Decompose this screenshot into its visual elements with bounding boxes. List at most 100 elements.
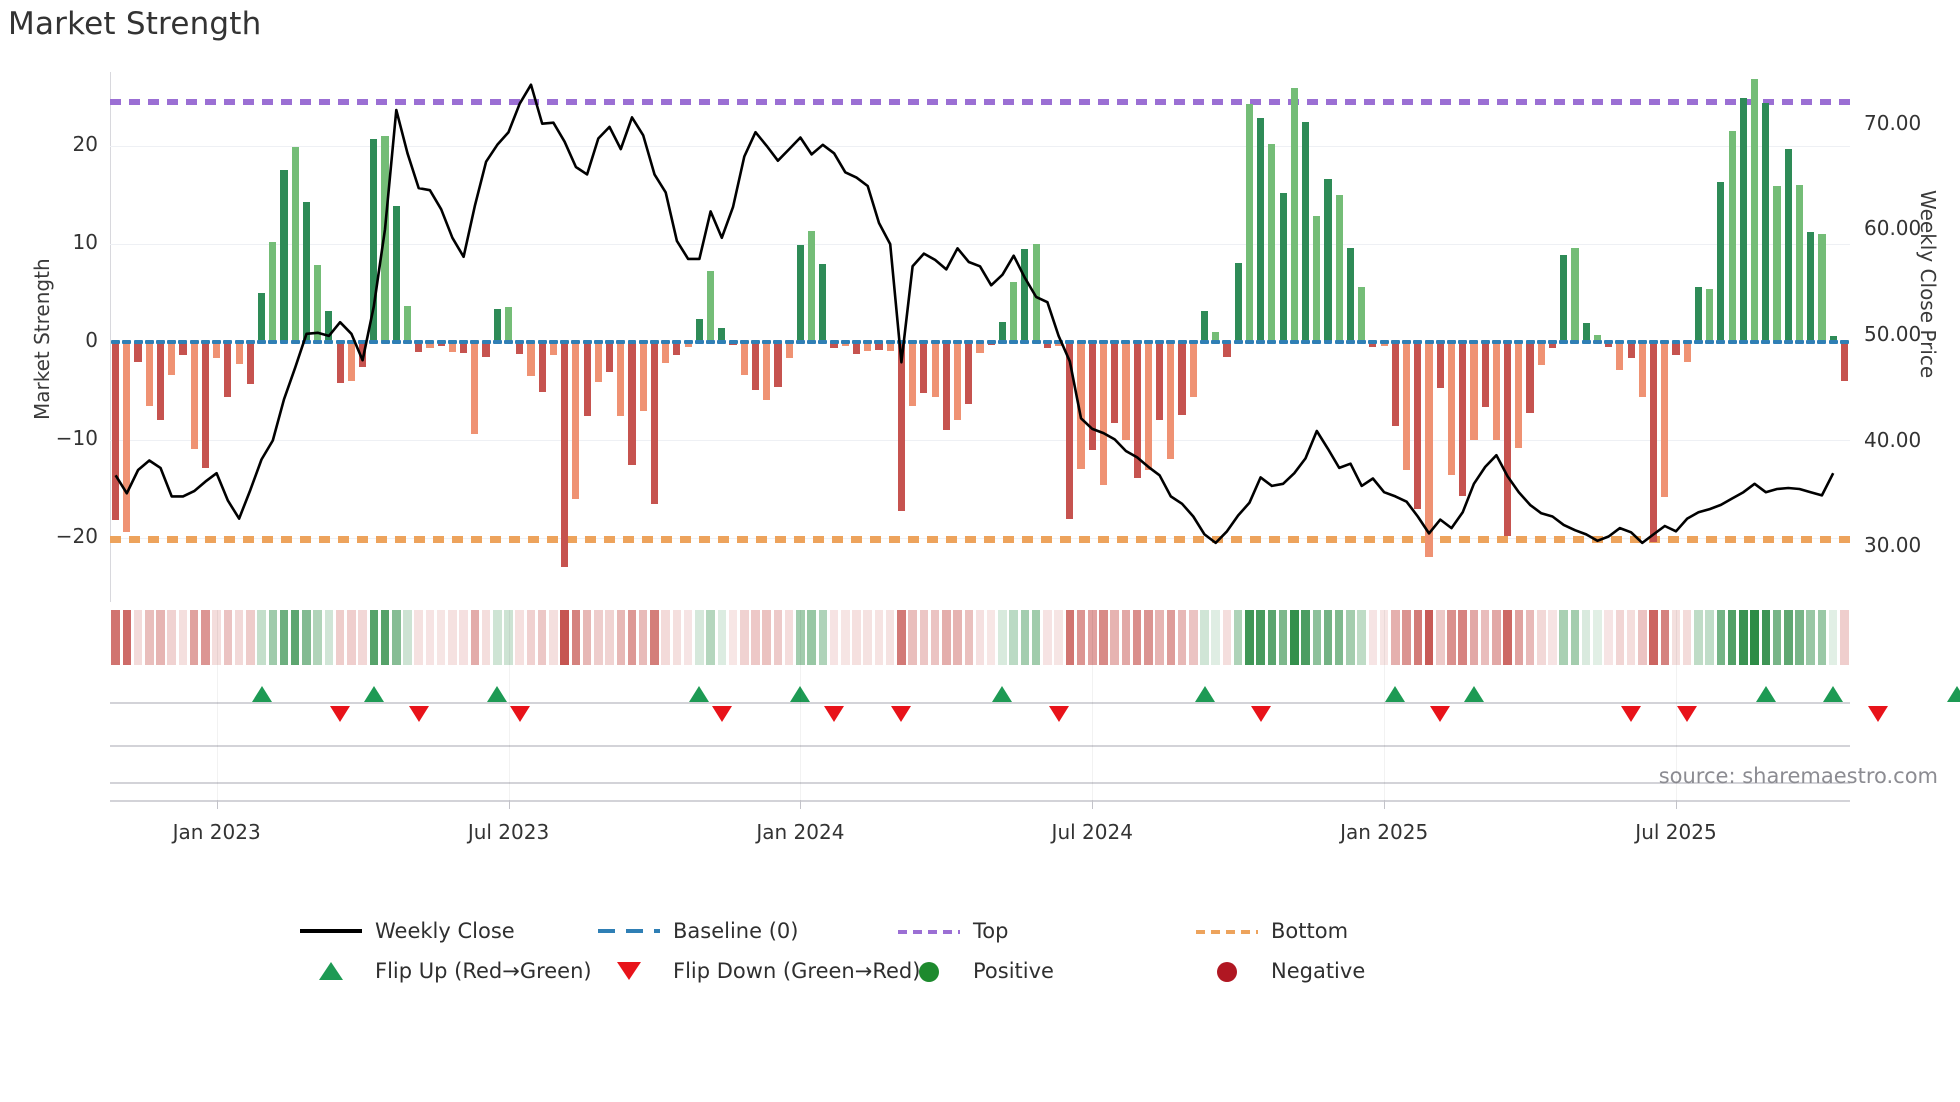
baseline-segment [492, 339, 502, 344]
bar-positive [1593, 335, 1601, 342]
baseline-segment [1368, 339, 1378, 344]
baseline-segment [997, 339, 1007, 344]
top-reference-line [110, 98, 1850, 105]
heatmap-cell [953, 610, 962, 665]
heatmap-cell [1267, 610, 1277, 665]
baseline-segment [1806, 339, 1816, 344]
bar-negative [1447, 341, 1456, 476]
baseline-segment [717, 339, 727, 344]
baseline-segment [1660, 339, 1670, 344]
flip-axis-line [110, 702, 1850, 704]
baseline-segment [750, 339, 760, 344]
bar-negative [1167, 341, 1175, 459]
baseline-segment [1301, 339, 1311, 344]
baseline-segment [1469, 339, 1479, 344]
legend-item[interactable]: Flip Up (Red→Green) [300, 959, 592, 983]
baseline-segment [167, 339, 177, 344]
bottom-reference-line [110, 536, 1850, 543]
legend-item[interactable]: Positive [898, 959, 1054, 983]
baseline-segment [1020, 339, 1030, 344]
heatmap-cell [1514, 610, 1524, 665]
bar-negative [673, 341, 681, 355]
baseline-segment [504, 339, 513, 344]
heatmap-cell [1312, 610, 1322, 665]
legend-item-label: Flip Up (Red→Green) [375, 959, 592, 983]
heatmap-cell [425, 610, 435, 665]
baseline-segment [1413, 339, 1423, 344]
heatmap-cell [1559, 610, 1568, 665]
x-guide [216, 610, 218, 800]
legend-item[interactable]: Top [898, 919, 1008, 943]
bar-negative [156, 341, 165, 421]
baseline-segment [1054, 339, 1064, 344]
baseline-segment [391, 339, 401, 344]
bar-negative [1683, 341, 1691, 362]
heatmap-cell [246, 610, 255, 665]
baseline-segment [402, 339, 412, 344]
bar-negative [1672, 341, 1680, 355]
baseline-segment [122, 339, 132, 344]
baseline-segment [1839, 339, 1849, 344]
bar-positive [1245, 104, 1253, 342]
bar-negative [594, 341, 602, 383]
bottom-line-swatch [1196, 930, 1258, 934]
source-note: source: sharemaestro.com [1658, 764, 1938, 788]
legend-item[interactable]: Baseline (0) [598, 919, 798, 943]
bar-negative [1470, 341, 1478, 441]
baseline-segment [335, 339, 345, 344]
bar-negative [1043, 341, 1051, 348]
bar-positive [1324, 178, 1332, 342]
bar-negative [617, 341, 625, 416]
bar-positive [808, 231, 816, 342]
heatmap-cell [1795, 610, 1804, 665]
bar-negative [1492, 341, 1500, 441]
legend-item[interactable]: Flip Down (Green→Red) [598, 959, 920, 983]
baseline-segment [1446, 339, 1456, 344]
bar-negative [1425, 341, 1433, 557]
bar-negative [909, 341, 917, 406]
heatmap-cell [852, 610, 861, 665]
bar-negative [965, 341, 973, 404]
legend-item[interactable]: Negative [1196, 959, 1365, 983]
divider-rule-1 [110, 745, 1850, 747]
heatmap-cell [1278, 610, 1288, 665]
baseline-segment [975, 339, 985, 344]
legend-item[interactable]: Weekly Close [300, 919, 515, 943]
baseline-segment [1390, 339, 1400, 344]
baseline-segment [1559, 339, 1569, 344]
legend-item[interactable]: Bottom [1196, 919, 1348, 943]
bar-positive [1582, 323, 1590, 342]
heatmap-cell [234, 610, 244, 665]
baseline-segment [1649, 339, 1659, 344]
bar-negative [1402, 341, 1411, 471]
heatmap-cell [1705, 610, 1714, 665]
bar-positive [1795, 184, 1804, 342]
heatmap-cell [571, 610, 581, 665]
baseline-segment [605, 339, 615, 344]
baseline-segment [649, 339, 659, 344]
bar-positive [1234, 263, 1242, 342]
heatmap-cell [1200, 610, 1209, 665]
baseline-segment [1222, 339, 1232, 344]
heatmap-cell [1649, 610, 1658, 665]
baseline-segment [1604, 339, 1614, 344]
heatmap-cell [1132, 610, 1142, 665]
baseline-segment [953, 339, 963, 344]
legend-swatch [598, 961, 660, 981]
heatmap-cell [1761, 610, 1771, 665]
bar-negative [246, 341, 254, 385]
legend-item-label: Negative [1271, 959, 1366, 983]
heatmap-cell [145, 610, 154, 665]
bar-negative [1481, 341, 1489, 407]
baseline-segment [1458, 339, 1468, 344]
heatmap-cell [762, 610, 771, 665]
baseline-segment [1009, 339, 1019, 344]
baseline-segment [1626, 339, 1636, 344]
baseline-segment [189, 339, 199, 344]
heatmap-cell [582, 610, 592, 665]
baseline-segment [1727, 339, 1737, 344]
baseline-segment [661, 339, 671, 344]
baseline-segment [829, 339, 839, 344]
bar-negative [1077, 341, 1085, 469]
heatmap-cell [1548, 610, 1557, 665]
